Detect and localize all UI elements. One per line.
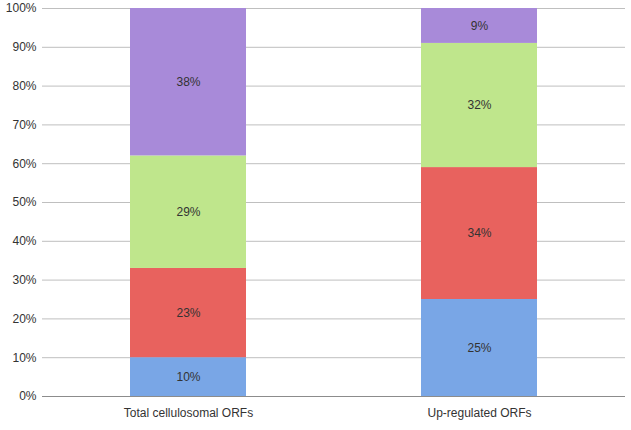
svg-text:100%: 100% [6, 1, 37, 15]
svg-text:10%: 10% [12, 351, 36, 365]
svg-text:9%: 9% [471, 19, 489, 33]
svg-text:30%: 30% [12, 273, 36, 287]
svg-text:34%: 34% [467, 226, 491, 240]
svg-text:10%: 10% [176, 370, 200, 384]
svg-text:20%: 20% [12, 312, 36, 326]
svg-text:90%: 90% [12, 40, 36, 54]
svg-text:50%: 50% [12, 195, 36, 209]
svg-text:38%: 38% [176, 75, 200, 89]
svg-text:0%: 0% [19, 389, 37, 403]
svg-text:Up-regulated ORFs: Up-regulated ORFs [427, 406, 531, 420]
svg-text:80%: 80% [12, 79, 36, 93]
svg-text:70%: 70% [12, 118, 36, 132]
svg-text:23%: 23% [176, 306, 200, 320]
svg-text:Total cellulosomal ORFs: Total cellulosomal ORFs [124, 406, 253, 420]
svg-text:32%: 32% [467, 98, 491, 112]
svg-text:40%: 40% [12, 234, 36, 248]
svg-text:60%: 60% [12, 157, 36, 171]
svg-text:25%: 25% [467, 341, 491, 355]
svg-text:29%: 29% [176, 205, 200, 219]
